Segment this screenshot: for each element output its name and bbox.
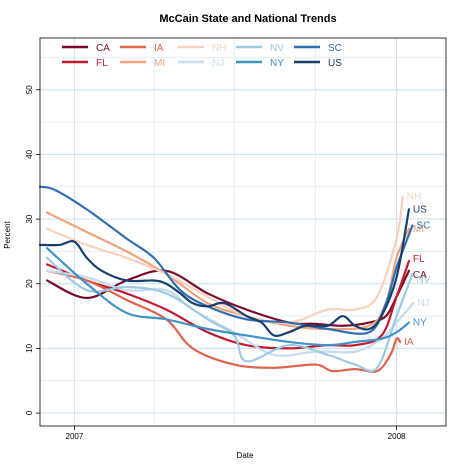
x-tick-label: 2007 <box>66 432 84 441</box>
series-line-sc <box>38 185 414 335</box>
y-axis-label: Percent <box>3 220 12 248</box>
chart-title: McCain State and National Trends <box>159 13 336 25</box>
end-label-mi: MI <box>413 224 424 235</box>
y-tick-label: 50 <box>25 85 34 94</box>
series-line-fl <box>45 260 411 350</box>
end-label-sc: SC <box>416 221 430 232</box>
legend-label-us: US <box>328 58 342 69</box>
end-label-us: US <box>413 204 427 215</box>
legend-label-nj: NJ <box>212 58 224 69</box>
end-label-ca: CA <box>413 270 427 281</box>
legend: CA FL IA MI NH NJ NV NY SC US <box>62 43 342 69</box>
end-label-ny: NY <box>413 318 427 329</box>
axis-layer: 0 10 20 30 40 50 2007 2008 <box>25 85 406 441</box>
legend-label-sc: SC <box>328 43 342 54</box>
legend-label-nv: NV <box>270 43 284 54</box>
series-line-ny <box>45 247 411 347</box>
y-tick-label: 10 <box>25 343 34 352</box>
legend-label-mi: MI <box>154 58 165 69</box>
legend-label-ia: IA <box>154 43 164 54</box>
end-label-nj: NJ <box>417 298 429 309</box>
series-layer <box>38 185 415 373</box>
series-line-us <box>38 208 411 337</box>
legend-label-ca: CA <box>96 43 110 54</box>
legend-label-nh: NH <box>212 43 226 54</box>
series-line-nv <box>45 256 414 373</box>
legend-label-fl: FL <box>96 58 108 69</box>
y-tick-label: 0 <box>25 410 34 415</box>
x-axis-label: Date <box>237 451 254 460</box>
series-line-ia <box>45 269 402 373</box>
series-line-ca <box>45 269 411 327</box>
y-tick-label: 40 <box>25 149 34 158</box>
x-tick-label: 2008 <box>388 432 406 441</box>
end-label-ia: IA <box>404 337 414 348</box>
end-label-nh: NH <box>407 191 421 202</box>
plot-area-border <box>39 37 447 427</box>
grid-layer <box>40 38 446 426</box>
end-label-nv: NV <box>416 275 430 286</box>
legend-label-ny: NY <box>270 58 284 69</box>
end-label-layer: CA FL IA MI NH NJ NV NY SC US <box>404 191 431 347</box>
y-tick-label: 20 <box>25 279 34 288</box>
y-tick-label: 30 <box>25 214 34 223</box>
end-label-fl: FL <box>413 254 425 265</box>
